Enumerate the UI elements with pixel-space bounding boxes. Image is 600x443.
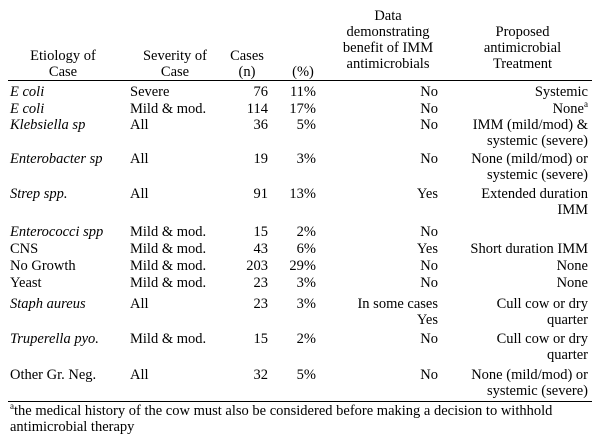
- cell-cases: 15: [253, 224, 269, 240]
- header-severity: Severity of Case: [142, 48, 208, 80]
- cell-benefit: No: [420, 101, 438, 117]
- cell-percent: 13%: [289, 186, 316, 202]
- footnote: athe medical history of the cow must als…: [10, 401, 592, 435]
- cell-benefit: No: [420, 331, 438, 347]
- cell-etiology: E coli: [10, 101, 45, 117]
- cell-percent: 5%: [296, 367, 316, 383]
- cell-etiology: Yeast: [10, 275, 42, 291]
- cell-severity: All: [130, 151, 149, 167]
- cell-benefit: No: [420, 224, 438, 240]
- cell-cases: 32: [253, 367, 269, 383]
- cell-severity: Mild & mod.: [130, 258, 207, 274]
- cell-cases: 15: [253, 331, 269, 347]
- cell-cases: 203: [246, 258, 268, 274]
- cell-benefit: No: [420, 151, 438, 167]
- footer-rule: [8, 401, 592, 402]
- cell-percent: 3%: [296, 275, 316, 291]
- cell-etiology: Enterococci spp: [10, 224, 104, 240]
- cell-severity: Mild & mod.: [130, 331, 207, 347]
- cell-benefit: No: [420, 275, 438, 291]
- cell-percent: 17%: [289, 101, 316, 117]
- cell-treatment: Short duration IMM: [470, 241, 588, 257]
- cell-percent: 3%: [296, 151, 316, 167]
- cell-cases: 23: [253, 296, 269, 312]
- cell-etiology: Klebsiella sp: [10, 117, 86, 133]
- cell-severity: All: [130, 117, 149, 133]
- cell-treatment: None: [556, 275, 588, 291]
- cell-treatment: Nonea: [552, 99, 588, 117]
- cell-treatment: None (mild/mod) or systemic (severe): [471, 151, 588, 183]
- cell-percent: 29%: [289, 258, 316, 274]
- header-cases: Cases (n): [230, 48, 264, 80]
- footnote-marker: a: [10, 401, 14, 412]
- cell-treatment: Cull cow or dry quarter: [496, 296, 588, 328]
- cell-severity: Mild & mod.: [130, 275, 207, 291]
- header-data: Data demonstrating benefit of IMM antimi…: [342, 8, 434, 72]
- cell-treatment: IMM (mild/mod) & systemic (severe): [472, 117, 588, 149]
- cell-etiology: E coli: [10, 84, 45, 100]
- cell-percent: 6%: [296, 241, 316, 257]
- cell-etiology: Staph aureus: [10, 296, 86, 312]
- cell-severity: Mild & mod.: [130, 101, 207, 117]
- cell-treatment: Extended duration IMM: [481, 186, 588, 218]
- cell-etiology: Enterobacter sp: [10, 151, 103, 167]
- cell-benefit: Yes: [416, 186, 438, 202]
- footnote-ref: a: [584, 99, 588, 110]
- cell-cases: 23: [253, 275, 269, 291]
- cell-etiology: Truperella pyo.: [10, 331, 99, 347]
- cell-severity: Mild & mod.: [130, 224, 207, 240]
- cell-treatment: Cull cow or dry quarter: [496, 331, 588, 363]
- footnote-text: the medical history of the cow must also…: [10, 403, 553, 435]
- cell-cases: 114: [246, 101, 268, 117]
- cell-etiology: Strep spp.: [10, 186, 68, 202]
- cell-cases: 91: [253, 186, 269, 202]
- header-rule: [8, 80, 592, 81]
- cell-benefit: No: [420, 117, 438, 133]
- cell-severity: All: [130, 296, 149, 312]
- cell-cases: 19: [253, 151, 269, 167]
- cell-severity: Severe: [130, 84, 170, 100]
- cell-treatment: None: [556, 258, 588, 274]
- cell-percent: 11%: [289, 84, 316, 100]
- cell-etiology: CNS: [10, 241, 39, 257]
- cell-benefit: In some cases Yes: [357, 296, 438, 328]
- cell-percent: 2%: [296, 331, 316, 347]
- header-treatment: Proposed antimicrobial Treatment: [483, 24, 562, 72]
- cell-benefit: No: [420, 84, 438, 100]
- cell-etiology: No Growth: [10, 258, 76, 274]
- cell-percent: 2%: [296, 224, 316, 240]
- cell-benefit: No: [420, 258, 438, 274]
- cell-treatment: Systemic: [534, 84, 588, 100]
- cell-treatment: None (mild/mod) or systemic (severe): [471, 367, 588, 399]
- cell-percent: 5%: [296, 117, 316, 133]
- cell-cases: 36: [253, 117, 269, 133]
- cell-benefit: No: [420, 367, 438, 383]
- cell-severity: All: [130, 367, 149, 383]
- cell-severity: All: [130, 186, 149, 202]
- cell-percent: 3%: [296, 296, 316, 312]
- cell-cases: 43: [253, 241, 269, 257]
- cell-cases: 76: [253, 84, 269, 100]
- header-percent: (%): [292, 64, 314, 80]
- header-etiology: Etiology of Case: [30, 48, 96, 80]
- cell-benefit: Yes: [416, 241, 438, 257]
- cell-severity: Mild & mod.: [130, 241, 207, 257]
- cell-etiology: Other Gr. Neg.: [10, 367, 97, 383]
